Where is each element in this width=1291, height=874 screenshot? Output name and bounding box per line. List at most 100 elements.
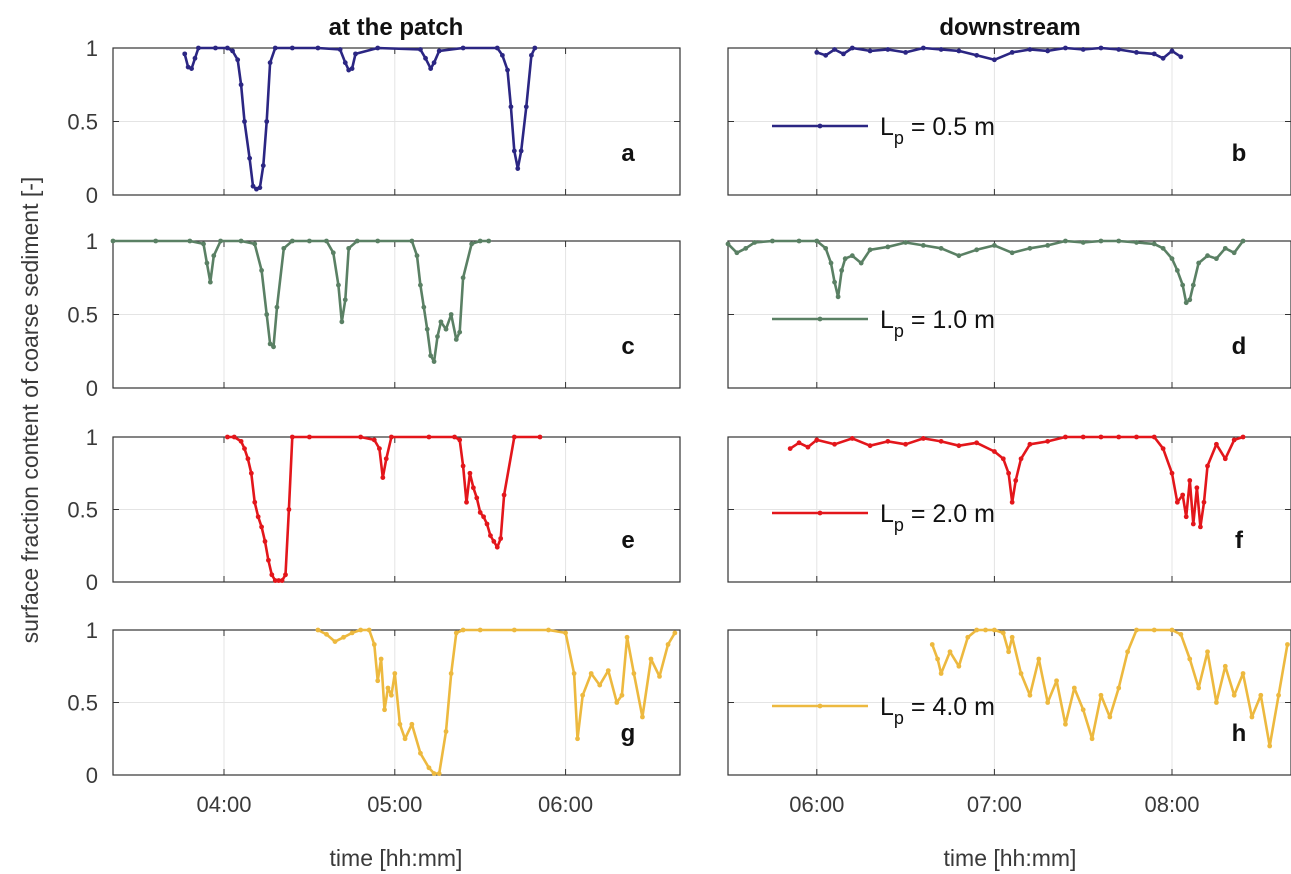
data-point bbox=[614, 700, 620, 705]
data-point bbox=[1009, 50, 1015, 55]
data-point bbox=[752, 240, 758, 245]
data-point bbox=[426, 434, 432, 440]
data-point bbox=[409, 238, 415, 244]
data-point bbox=[481, 514, 486, 520]
data-point bbox=[269, 572, 275, 578]
data-point bbox=[1174, 268, 1180, 273]
data-point bbox=[431, 771, 437, 776]
data-point bbox=[935, 656, 940, 662]
data-point bbox=[247, 155, 253, 161]
data-point bbox=[339, 319, 345, 325]
data-point bbox=[460, 45, 466, 51]
data-point bbox=[770, 238, 775, 244]
data-point bbox=[238, 82, 244, 88]
data-point bbox=[885, 244, 891, 250]
data-point bbox=[1240, 434, 1246, 440]
x-tick-label: 05:00 bbox=[367, 792, 422, 817]
y-tick-label: 0 bbox=[86, 376, 98, 401]
y-tick-label: 1 bbox=[86, 229, 98, 254]
data-point bbox=[402, 736, 408, 742]
data-point bbox=[1080, 434, 1086, 440]
data-point bbox=[349, 630, 355, 636]
data-point bbox=[1000, 630, 1006, 636]
data-point bbox=[835, 294, 841, 300]
y-axis-label: surface fraction content of coarse sedim… bbox=[17, 177, 43, 644]
data-point bbox=[992, 243, 997, 248]
data-point bbox=[375, 678, 381, 684]
data-point bbox=[640, 714, 645, 720]
data-point bbox=[213, 45, 218, 51]
data-point bbox=[983, 627, 988, 633]
data-point bbox=[283, 572, 288, 578]
data-point bbox=[1071, 685, 1077, 691]
data-point bbox=[195, 45, 201, 51]
data-point bbox=[1183, 300, 1189, 306]
data-point bbox=[375, 238, 381, 244]
legend-marker bbox=[817, 123, 823, 129]
data-point bbox=[1027, 245, 1033, 251]
data-point bbox=[486, 238, 492, 244]
data-point bbox=[1036, 656, 1042, 662]
x-tick-label: 06:00 bbox=[538, 792, 593, 817]
y-tick-label: 0.5 bbox=[67, 110, 98, 135]
data-point bbox=[460, 463, 466, 469]
data-point bbox=[349, 66, 355, 71]
data-point bbox=[743, 245, 749, 251]
data-point bbox=[787, 446, 793, 451]
data-point bbox=[832, 279, 837, 285]
data-point bbox=[499, 52, 505, 58]
data-point bbox=[418, 750, 423, 756]
data-point bbox=[375, 45, 381, 51]
data-point bbox=[110, 238, 116, 244]
data-point bbox=[1249, 714, 1255, 720]
data-point bbox=[418, 282, 423, 288]
data-point bbox=[1205, 463, 1210, 469]
data-point bbox=[1045, 48, 1051, 54]
data-point bbox=[267, 341, 273, 347]
data-point bbox=[272, 45, 278, 51]
data-point bbox=[218, 238, 223, 244]
data-point bbox=[1134, 240, 1139, 245]
data-point bbox=[380, 475, 386, 480]
data-point bbox=[571, 671, 577, 676]
data-point bbox=[867, 48, 873, 54]
legend-label: Lp = 2.0 m bbox=[880, 500, 995, 535]
data-point bbox=[204, 260, 210, 266]
data-point bbox=[575, 736, 580, 742]
data-point bbox=[1169, 627, 1175, 633]
data-point bbox=[619, 692, 625, 698]
panel-b: b Lp = 0.5 m bbox=[727, 45, 1291, 196]
data-point bbox=[1006, 649, 1012, 655]
data-point bbox=[885, 438, 891, 444]
data-point bbox=[992, 627, 997, 633]
data-point bbox=[279, 578, 285, 583]
data-point bbox=[1116, 47, 1122, 52]
data-point bbox=[484, 521, 490, 527]
x-axis-label-left: time [hh:mm] bbox=[330, 845, 463, 871]
data-point bbox=[315, 627, 321, 633]
data-point bbox=[230, 48, 235, 54]
data-point bbox=[885, 47, 891, 52]
data-point bbox=[1151, 627, 1157, 633]
data-point bbox=[1151, 434, 1157, 440]
y-tick-label: 0.5 bbox=[67, 303, 98, 328]
x-tick-label: 04:00 bbox=[196, 792, 251, 817]
x-tick-label: 07:00 bbox=[967, 792, 1022, 817]
data-point bbox=[992, 57, 997, 63]
data-point bbox=[1063, 434, 1068, 440]
data-point bbox=[828, 260, 834, 266]
data-point bbox=[1125, 649, 1131, 655]
data-point bbox=[1063, 721, 1068, 727]
data-point bbox=[508, 104, 514, 110]
data-point bbox=[1018, 671, 1024, 676]
data-point bbox=[1151, 51, 1157, 57]
data-point bbox=[421, 304, 427, 310]
data-point bbox=[448, 671, 454, 676]
legend-label: Lp = 1.0 m bbox=[880, 306, 995, 341]
data-point bbox=[255, 514, 261, 520]
data-point bbox=[1098, 692, 1104, 698]
data-point bbox=[248, 470, 254, 476]
data-point bbox=[1116, 238, 1122, 244]
series-line-g bbox=[317, 628, 677, 775]
data-point bbox=[371, 642, 377, 647]
